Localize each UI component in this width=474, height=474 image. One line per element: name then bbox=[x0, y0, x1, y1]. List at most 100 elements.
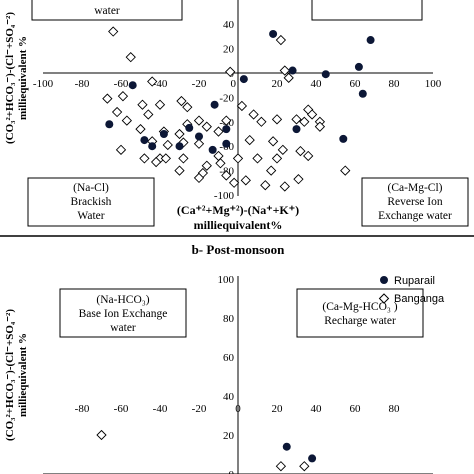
bottom-y-tick: 0 bbox=[229, 469, 235, 474]
top-ruparail-point bbox=[366, 36, 375, 45]
bottom-x-tick: 80 bbox=[389, 403, 401, 415]
bottom-ruparail-point bbox=[282, 442, 291, 451]
top-y-tick: 40 bbox=[223, 19, 235, 31]
top-banganga-point bbox=[232, 153, 244, 164]
top-banganga-point bbox=[221, 170, 232, 181]
top-ruparail-point bbox=[288, 66, 297, 75]
top-banganga-point bbox=[277, 144, 288, 155]
top-ruparail-point bbox=[358, 89, 367, 98]
top-x-tick: -20 bbox=[192, 78, 207, 90]
top-ruparail-point bbox=[222, 125, 231, 134]
bottom-x-tick: 20 bbox=[272, 403, 284, 415]
top-banganga-point bbox=[121, 115, 132, 126]
box-brackish-line1: (Na-Cl) bbox=[73, 182, 109, 194]
top-ruparail-point bbox=[321, 70, 330, 79]
top-banganga-point bbox=[303, 150, 314, 162]
top-ruparail-point bbox=[292, 125, 301, 134]
bottom-x-tick-labels: -80 -60 -40 -20 0 20 40 60 80 bbox=[75, 403, 400, 415]
top-ruparail-point bbox=[195, 132, 203, 141]
top-banganga-point bbox=[125, 52, 136, 63]
top-x-tick: -100 bbox=[33, 78, 54, 90]
box-recharge-line1: (Ca-Mg-HCO₃ ) bbox=[322, 301, 397, 313]
box-recharge-line2: Recharge water bbox=[324, 315, 396, 327]
top-banganga-point bbox=[252, 153, 263, 164]
top-banganga-point bbox=[256, 116, 267, 127]
bottom-banganga-point bbox=[96, 429, 107, 441]
bottom-x-tick: 0 bbox=[235, 403, 241, 415]
top-x-tick: -60 bbox=[114, 78, 129, 90]
top-banganga-point bbox=[154, 99, 166, 110]
top-ruparail-point bbox=[175, 142, 184, 151]
top-ruparail-point bbox=[222, 139, 231, 148]
top-banganga-point bbox=[279, 181, 290, 192]
top-banganga-point bbox=[266, 165, 277, 176]
bottom-x-tick: -20 bbox=[192, 403, 207, 415]
top-x-tick-labels: -100 -80 -60 -40 -20 0 20 40 60 80 100 bbox=[33, 78, 442, 90]
top-banganga-point bbox=[275, 34, 287, 46]
top-x-tick: 40 bbox=[311, 78, 323, 90]
top-banganga-point bbox=[236, 100, 248, 112]
top-banganga-point bbox=[162, 139, 173, 151]
top-ruparail-point bbox=[354, 62, 363, 71]
top-ruparail-point bbox=[210, 100, 219, 109]
top-banganga-point bbox=[240, 175, 251, 186]
box-brackish-line3: Water bbox=[77, 210, 104, 222]
legend-banganga-label: Banganga bbox=[394, 293, 445, 305]
top-banganga-point bbox=[174, 128, 185, 140]
top-banganga-point bbox=[143, 109, 154, 120]
top-ruparail-point bbox=[140, 136, 149, 145]
bottom-scatter-plot: b- Post-monsoon 0 20 40 60 80 100 -80 -60 -40 -2… bbox=[4, 242, 445, 474]
top-ruparail-point bbox=[148, 142, 157, 151]
top-ruparail-point bbox=[269, 29, 278, 38]
top-banganga-point bbox=[193, 115, 205, 126]
top-ruparail-point bbox=[159, 130, 168, 138]
top-banganga-point bbox=[201, 160, 212, 171]
top-banganga-point bbox=[225, 66, 236, 77]
box-top-left-text: water bbox=[94, 5, 120, 17]
top-x-tick: 60 bbox=[350, 78, 362, 90]
top-banganga-point bbox=[271, 114, 283, 125]
top-y-tick: 20 bbox=[223, 44, 235, 56]
top-ruparail-point bbox=[239, 75, 248, 84]
top-banganga-point bbox=[176, 95, 187, 107]
box-reverse-line1: (Ca-Mg-Cl) bbox=[388, 182, 443, 194]
top-banganga-point bbox=[267, 136, 279, 147]
top-x-tick: 100 bbox=[425, 78, 442, 90]
top-ruparail-point bbox=[185, 123, 194, 132]
top-banganga-point bbox=[174, 165, 185, 176]
top-x-label-line2: milliequivalent% bbox=[194, 218, 283, 232]
box-reverse-line3: Exchange water bbox=[378, 210, 452, 222]
legend-banganga-marker bbox=[378, 293, 390, 304]
top-x-tick: 80 bbox=[389, 78, 401, 90]
box-base-ion-exchange bbox=[59, 288, 187, 338]
top-x-label-line1: (Ca⁺²+Mg⁺²)-(Na⁺+K⁺) bbox=[177, 203, 299, 217]
bottom-y-tick-labels: 0 20 40 60 80 100 bbox=[218, 274, 235, 474]
top-y-label-line2: milliequivalent % bbox=[17, 36, 29, 120]
top-banganga-point bbox=[160, 153, 171, 164]
top-banganga-point bbox=[111, 106, 123, 118]
top-banganga-point bbox=[139, 153, 150, 164]
legend: Ruparail Banganga bbox=[378, 275, 445, 305]
bottom-x-tick: 40 bbox=[311, 403, 323, 415]
top-banganga-point bbox=[137, 99, 148, 110]
top-banganga-point bbox=[213, 126, 224, 137]
top-banganga-point bbox=[248, 109, 259, 120]
top-banganga-point bbox=[135, 123, 146, 135]
top-banganga-point bbox=[115, 144, 127, 155]
box-reverse-ion-exchange bbox=[361, 177, 469, 227]
box-base-line3: water bbox=[110, 322, 136, 334]
top-banganga-point bbox=[193, 138, 205, 149]
bottom-y-tick: 100 bbox=[218, 274, 235, 286]
bottom-y-tick: 20 bbox=[223, 430, 235, 442]
box-top-right bbox=[311, 0, 423, 21]
top-ruparail-point bbox=[339, 134, 348, 143]
top-banganga-point bbox=[102, 93, 113, 104]
top-data-points bbox=[102, 26, 375, 192]
legend-ruparail-marker bbox=[380, 276, 388, 284]
bottom-y-tick: 60 bbox=[223, 352, 235, 364]
box-reverse-line2: Reverse Ion bbox=[387, 196, 442, 208]
top-banganga-point bbox=[117, 91, 129, 102]
legend-ruparail-label: Ruparail bbox=[394, 275, 435, 287]
